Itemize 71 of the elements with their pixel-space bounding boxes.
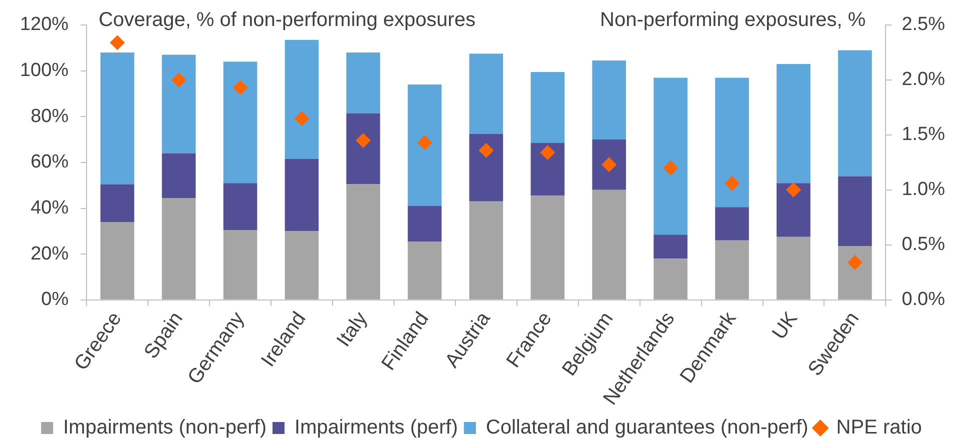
- bar: [530, 196, 565, 300]
- bar: [223, 62, 258, 184]
- bar: [838, 176, 872, 246]
- bar: [284, 159, 319, 232]
- point: [110, 35, 125, 50]
- legend-label: NPE ratio: [836, 416, 922, 439]
- bar: [346, 52, 380, 114]
- point: [232, 80, 248, 96]
- bar: [592, 140, 626, 190]
- y-tick-label: 0%: [41, 289, 69, 310]
- bar: [284, 40, 319, 160]
- point: [356, 132, 371, 148]
- y2-tick-label: 2.5%: [902, 14, 946, 36]
- bar: [100, 184, 134, 222]
- bar: [530, 142, 565, 196]
- y-tick-label: 40%: [30, 198, 69, 218]
- y2-tick-label: 2.0%: [902, 69, 946, 90]
- bar: [654, 234, 688, 259]
- bar: [838, 246, 872, 300]
- bar: [715, 240, 749, 300]
- legend-label: Collateral and guarantees (non-perf): [486, 416, 808, 439]
- y2-axis-title: Non-performing exposures, %: [600, 9, 866, 31]
- bar: [469, 134, 504, 202]
- bar: [715, 207, 749, 240]
- point: [171, 72, 186, 88]
- point: [417, 135, 432, 150]
- bar: [838, 50, 872, 176]
- bar: [530, 72, 565, 143]
- bar: [654, 258, 688, 300]
- bar: [776, 236, 810, 300]
- bar: [592, 60, 626, 140]
- bar: [469, 54, 504, 134]
- bar: [408, 206, 442, 242]
- point: [663, 160, 678, 176]
- bar: [776, 183, 810, 237]
- bar: [654, 78, 688, 235]
- point: [294, 110, 310, 126]
- bar: [776, 64, 810, 184]
- y-tick-label: 20%: [30, 243, 69, 264]
- point: [847, 255, 862, 270]
- bar: [715, 78, 749, 208]
- y-axis-title: Coverage, % of non-performing exposures: [98, 9, 476, 31]
- legend-label: Impairments (non-perf): [63, 416, 267, 439]
- bar: [346, 113, 380, 184]
- bar: [223, 183, 258, 230]
- y-tick-label: 60%: [30, 152, 69, 173]
- bar: [592, 190, 626, 300]
- point: [478, 142, 494, 158]
- y2-tick-label: 0.5%: [902, 234, 946, 256]
- point: [724, 176, 740, 191]
- bar: [162, 153, 196, 198]
- legend-label: Impairments (perf): [294, 416, 458, 439]
- bar: [162, 54, 196, 154]
- bar: [408, 241, 442, 300]
- y2-tick-label: 0.0%: [902, 289, 946, 310]
- bar: [346, 184, 380, 300]
- bar: [223, 230, 258, 300]
- bar: [100, 52, 134, 184]
- point: [540, 145, 556, 160]
- bar: [469, 201, 504, 300]
- y-tick-label: 100%: [20, 60, 69, 82]
- bar: [162, 198, 196, 300]
- x-tick-label: UK: [768, 308, 802, 344]
- bar: [100, 222, 134, 300]
- y-tick-label: 80%: [30, 106, 69, 127]
- y-tick-label: 120%: [20, 14, 69, 36]
- point: [786, 182, 801, 198]
- y2-tick-label: 1.5%: [902, 124, 946, 146]
- y2-tick-label: 1.0%: [902, 179, 946, 200]
- bar: [408, 84, 442, 206]
- bar: [284, 231, 319, 300]
